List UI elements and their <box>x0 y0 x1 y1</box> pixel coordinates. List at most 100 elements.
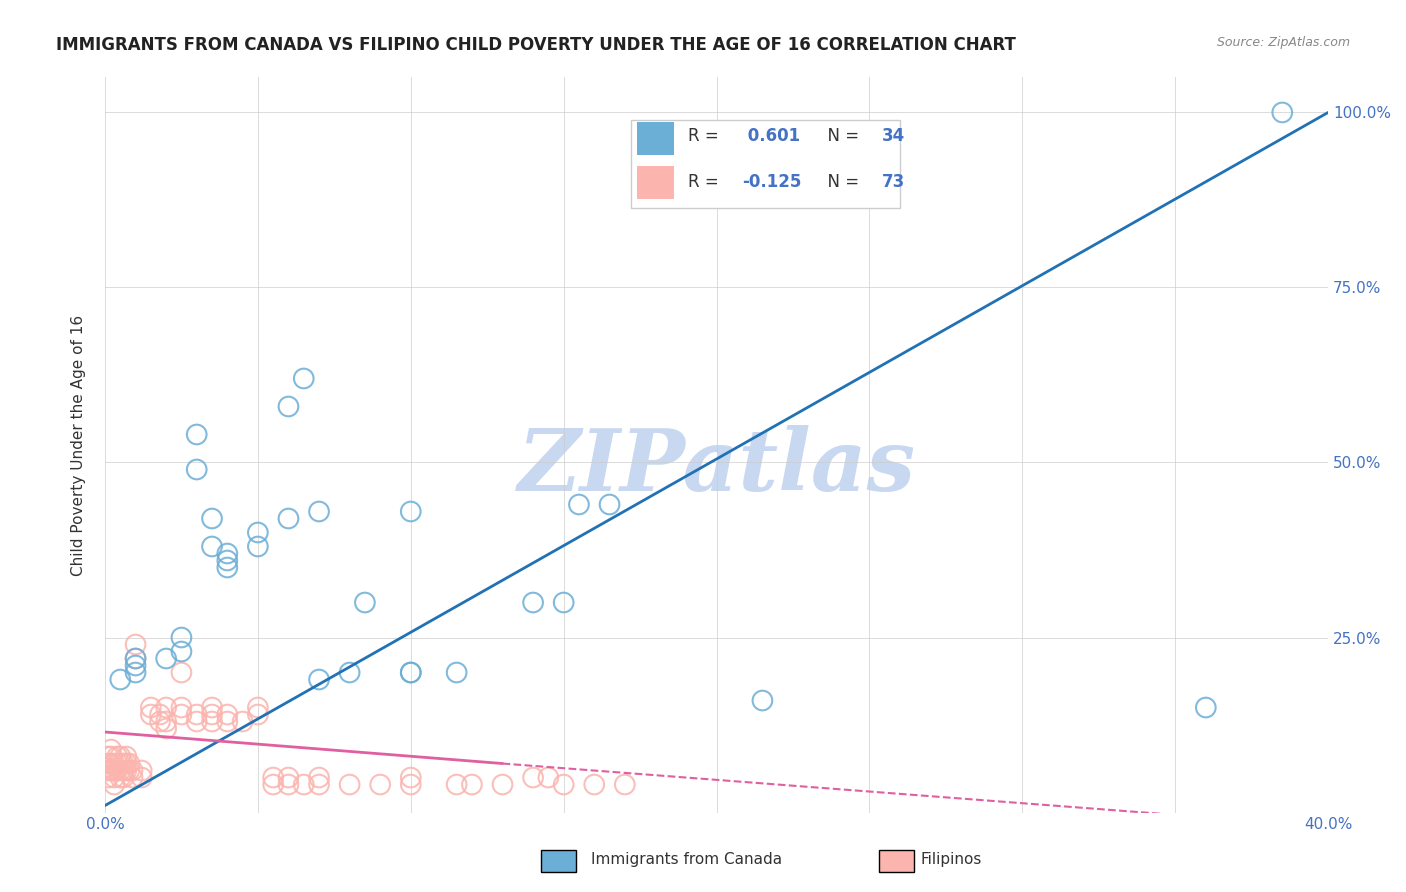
Point <box>308 778 330 792</box>
Point <box>97 756 120 771</box>
Point <box>103 771 125 785</box>
Text: IMMIGRANTS FROM CANADA VS FILIPINO CHILD POVERTY UNDER THE AGE OF 16 CORRELATION: IMMIGRANTS FROM CANADA VS FILIPINO CHILD… <box>56 36 1017 54</box>
Point <box>461 778 484 792</box>
Point <box>112 771 135 785</box>
Text: N =: N = <box>817 128 865 145</box>
Point <box>105 749 128 764</box>
Point <box>262 771 284 785</box>
Point <box>277 778 299 792</box>
Point <box>308 673 330 687</box>
Point <box>100 742 122 756</box>
Point <box>246 707 269 722</box>
Point <box>399 504 422 518</box>
Point <box>118 764 141 778</box>
Point <box>103 764 125 778</box>
Point <box>186 462 208 476</box>
Point <box>232 714 254 729</box>
Point <box>110 756 132 771</box>
Point <box>139 700 162 714</box>
Point <box>292 371 315 385</box>
Point <box>553 778 575 792</box>
Point <box>155 651 177 665</box>
Point <box>118 756 141 771</box>
Point <box>131 764 153 778</box>
Point <box>277 771 299 785</box>
Text: 0.601: 0.601 <box>742 128 800 145</box>
Point <box>277 400 299 414</box>
Point <box>186 427 208 442</box>
Point <box>354 595 377 609</box>
Point <box>522 771 544 785</box>
Point <box>522 595 544 609</box>
Point <box>201 714 224 729</box>
Point <box>124 658 146 673</box>
Point <box>110 673 132 687</box>
Point <box>139 707 162 722</box>
Point <box>201 700 224 714</box>
Text: Immigrants from Canada: Immigrants from Canada <box>591 852 782 867</box>
Point <box>308 504 330 518</box>
Point <box>186 714 208 729</box>
Point <box>491 778 513 792</box>
Point <box>170 707 193 722</box>
Point <box>246 540 269 554</box>
Point <box>110 749 132 764</box>
Point <box>124 638 146 652</box>
Point <box>1271 105 1294 120</box>
Point <box>97 749 120 764</box>
Point <box>399 778 422 792</box>
Point <box>599 498 621 512</box>
Point <box>613 778 636 792</box>
Point <box>368 778 391 792</box>
Point <box>399 665 422 680</box>
Point <box>201 540 224 554</box>
Point <box>100 749 122 764</box>
Point <box>277 511 299 525</box>
Point <box>100 756 122 771</box>
Point <box>751 693 773 707</box>
Text: 34: 34 <box>882 128 905 145</box>
Point <box>97 771 120 785</box>
Point <box>217 560 239 574</box>
Point <box>217 553 239 567</box>
FancyBboxPatch shape <box>637 121 673 154</box>
Point <box>121 771 143 785</box>
Point <box>568 498 591 512</box>
FancyBboxPatch shape <box>631 120 900 209</box>
Point <box>115 764 138 778</box>
Point <box>170 665 193 680</box>
Text: R =: R = <box>689 128 724 145</box>
Point <box>217 707 239 722</box>
Text: R =: R = <box>689 173 724 191</box>
Point <box>339 665 361 680</box>
Point <box>262 778 284 792</box>
Point <box>399 665 422 680</box>
Point <box>149 707 172 722</box>
Point <box>131 771 153 785</box>
Point <box>124 651 146 665</box>
Point <box>155 714 177 729</box>
Point <box>201 707 224 722</box>
Text: -0.125: -0.125 <box>742 173 801 191</box>
Y-axis label: Child Poverty Under the Age of 16: Child Poverty Under the Age of 16 <box>72 314 86 575</box>
Point <box>103 756 125 771</box>
Point <box>103 778 125 792</box>
Point <box>217 714 239 729</box>
Point <box>246 525 269 540</box>
Point <box>186 707 208 722</box>
Point <box>339 778 361 792</box>
Point <box>105 764 128 778</box>
Point <box>105 756 128 771</box>
Point <box>97 764 120 778</box>
Point <box>583 778 606 792</box>
Point <box>112 756 135 771</box>
Point <box>170 700 193 714</box>
Point <box>124 651 146 665</box>
Point <box>149 714 172 729</box>
Point <box>537 771 560 785</box>
Point <box>155 700 177 714</box>
Text: Source: ZipAtlas.com: Source: ZipAtlas.com <box>1216 36 1350 49</box>
Point <box>110 764 132 778</box>
Point <box>110 771 132 785</box>
Point <box>115 756 138 771</box>
